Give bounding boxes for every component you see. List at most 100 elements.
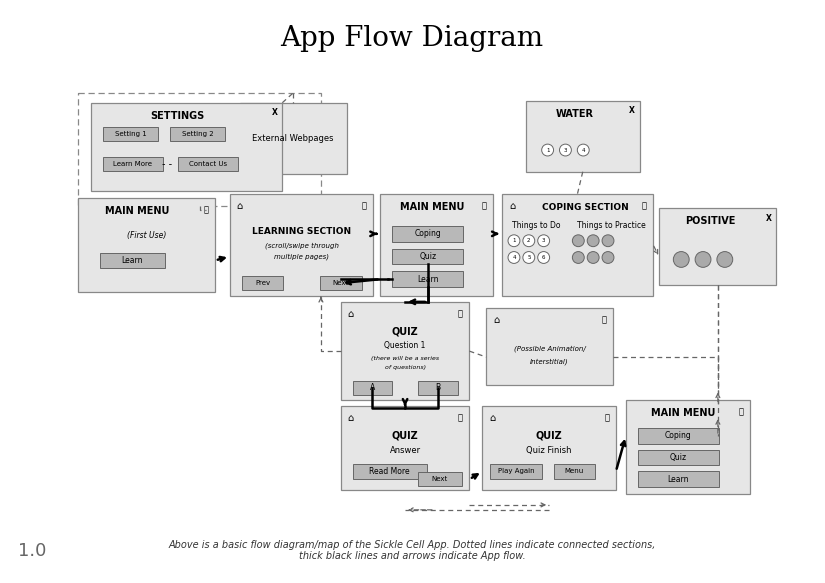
FancyBboxPatch shape [638, 428, 719, 444]
FancyBboxPatch shape [418, 381, 458, 395]
Text: Setting 2: Setting 2 [182, 131, 214, 137]
Text: Things to Do: Things to Do [512, 222, 561, 230]
FancyBboxPatch shape [103, 127, 158, 141]
Text: 3: 3 [563, 147, 568, 153]
Text: ⛯: ⛯ [641, 202, 646, 210]
Text: QUIZ: QUIZ [392, 326, 418, 336]
Text: ⛯: ⛯ [601, 315, 606, 324]
Text: Next: Next [332, 280, 349, 286]
Text: MAIN MENU: MAIN MENU [105, 206, 169, 216]
Text: 2: 2 [527, 238, 530, 243]
FancyBboxPatch shape [320, 276, 361, 290]
FancyBboxPatch shape [100, 252, 164, 268]
Text: WATER: WATER [556, 108, 594, 118]
Circle shape [602, 252, 614, 264]
FancyBboxPatch shape [341, 406, 469, 490]
FancyBboxPatch shape [78, 198, 215, 292]
Text: Learn: Learn [667, 475, 689, 484]
Text: (First Use): (First Use) [127, 231, 167, 240]
Text: ⛯: ⛯ [458, 414, 463, 423]
Circle shape [717, 252, 733, 268]
Text: 1: 1 [512, 238, 516, 243]
Text: Quiz Finish: Quiz Finish [526, 446, 572, 455]
Text: ⌂: ⌂ [493, 315, 499, 325]
Circle shape [673, 252, 689, 268]
FancyBboxPatch shape [554, 463, 595, 479]
FancyBboxPatch shape [392, 248, 464, 265]
FancyBboxPatch shape [638, 449, 719, 465]
Text: Interstitial): Interstitial) [530, 359, 569, 366]
Text: 4: 4 [582, 147, 585, 153]
Text: 3: 3 [542, 238, 545, 243]
Text: ⛯: ⛯ [605, 414, 610, 423]
Circle shape [538, 235, 549, 247]
Text: ⌂: ⌂ [237, 201, 243, 211]
Text: Coping: Coping [414, 229, 441, 238]
Text: SETTINGS: SETTINGS [150, 111, 204, 121]
Text: 1.0: 1.0 [17, 542, 46, 560]
Text: ⛯: ⛯ [482, 202, 487, 210]
Text: (Possible Animation/: (Possible Animation/ [514, 346, 586, 353]
Circle shape [508, 235, 520, 247]
Text: X: X [629, 106, 634, 115]
Text: COPING SECTION: COPING SECTION [542, 203, 629, 212]
Circle shape [508, 252, 520, 264]
Text: 1: 1 [546, 147, 549, 153]
Text: (there will be a series: (there will be a series [371, 356, 439, 360]
FancyBboxPatch shape [392, 271, 464, 287]
Text: B: B [435, 383, 441, 392]
Text: Quiz: Quiz [670, 453, 687, 462]
FancyBboxPatch shape [380, 194, 493, 296]
Circle shape [559, 144, 572, 156]
Circle shape [538, 252, 549, 264]
Text: MAIN MENU: MAIN MENU [399, 202, 464, 212]
Text: Next: Next [431, 476, 448, 482]
Text: Menu: Menu [565, 468, 584, 475]
Text: Play Again: Play Again [497, 468, 535, 475]
Text: X: X [766, 213, 771, 223]
Text: ⛯: ⛯ [362, 202, 367, 210]
Text: - -: - - [163, 159, 172, 169]
Circle shape [573, 252, 584, 264]
Text: multiple pages): multiple pages) [274, 253, 329, 260]
Text: ⛯: ⛯ [204, 206, 209, 215]
Text: ⛯: ⛯ [738, 408, 743, 417]
Text: Coping: Coping [665, 431, 691, 440]
Text: App Flow Diagram: App Flow Diagram [280, 25, 544, 52]
Text: of questions): of questions) [384, 366, 426, 370]
Text: ⛯: ⛯ [458, 309, 463, 318]
FancyBboxPatch shape [659, 208, 776, 285]
Circle shape [523, 252, 535, 264]
Text: 4: 4 [512, 255, 516, 260]
Text: ⌂: ⌂ [489, 413, 495, 423]
FancyBboxPatch shape [240, 103, 346, 174]
FancyBboxPatch shape [490, 463, 542, 479]
Text: Learn: Learn [417, 275, 439, 284]
Text: 5: 5 [527, 255, 530, 260]
Circle shape [587, 235, 599, 247]
Text: Things to Practice: Things to Practice [577, 222, 645, 230]
Circle shape [542, 144, 554, 156]
Circle shape [573, 235, 584, 247]
FancyBboxPatch shape [626, 401, 750, 494]
Circle shape [578, 144, 589, 156]
FancyBboxPatch shape [171, 127, 225, 141]
FancyBboxPatch shape [526, 101, 639, 172]
Text: Read More: Read More [370, 467, 410, 476]
Text: Question 1: Question 1 [384, 340, 426, 350]
FancyBboxPatch shape [242, 276, 283, 290]
Text: LEARNING SECTION: LEARNING SECTION [252, 227, 351, 236]
FancyBboxPatch shape [392, 226, 464, 242]
Text: ⌂: ⌂ [509, 201, 515, 211]
FancyBboxPatch shape [486, 308, 613, 385]
Text: A: A [370, 383, 375, 392]
FancyBboxPatch shape [92, 103, 282, 191]
FancyBboxPatch shape [352, 463, 427, 479]
FancyBboxPatch shape [352, 381, 392, 395]
FancyBboxPatch shape [418, 472, 461, 486]
Circle shape [695, 252, 711, 268]
Text: thick black lines and arrows indicate App flow.: thick black lines and arrows indicate Ap… [299, 551, 526, 561]
Circle shape [587, 252, 599, 264]
Text: X: X [271, 108, 277, 117]
Text: External Webpages: External Webpages [252, 134, 334, 143]
